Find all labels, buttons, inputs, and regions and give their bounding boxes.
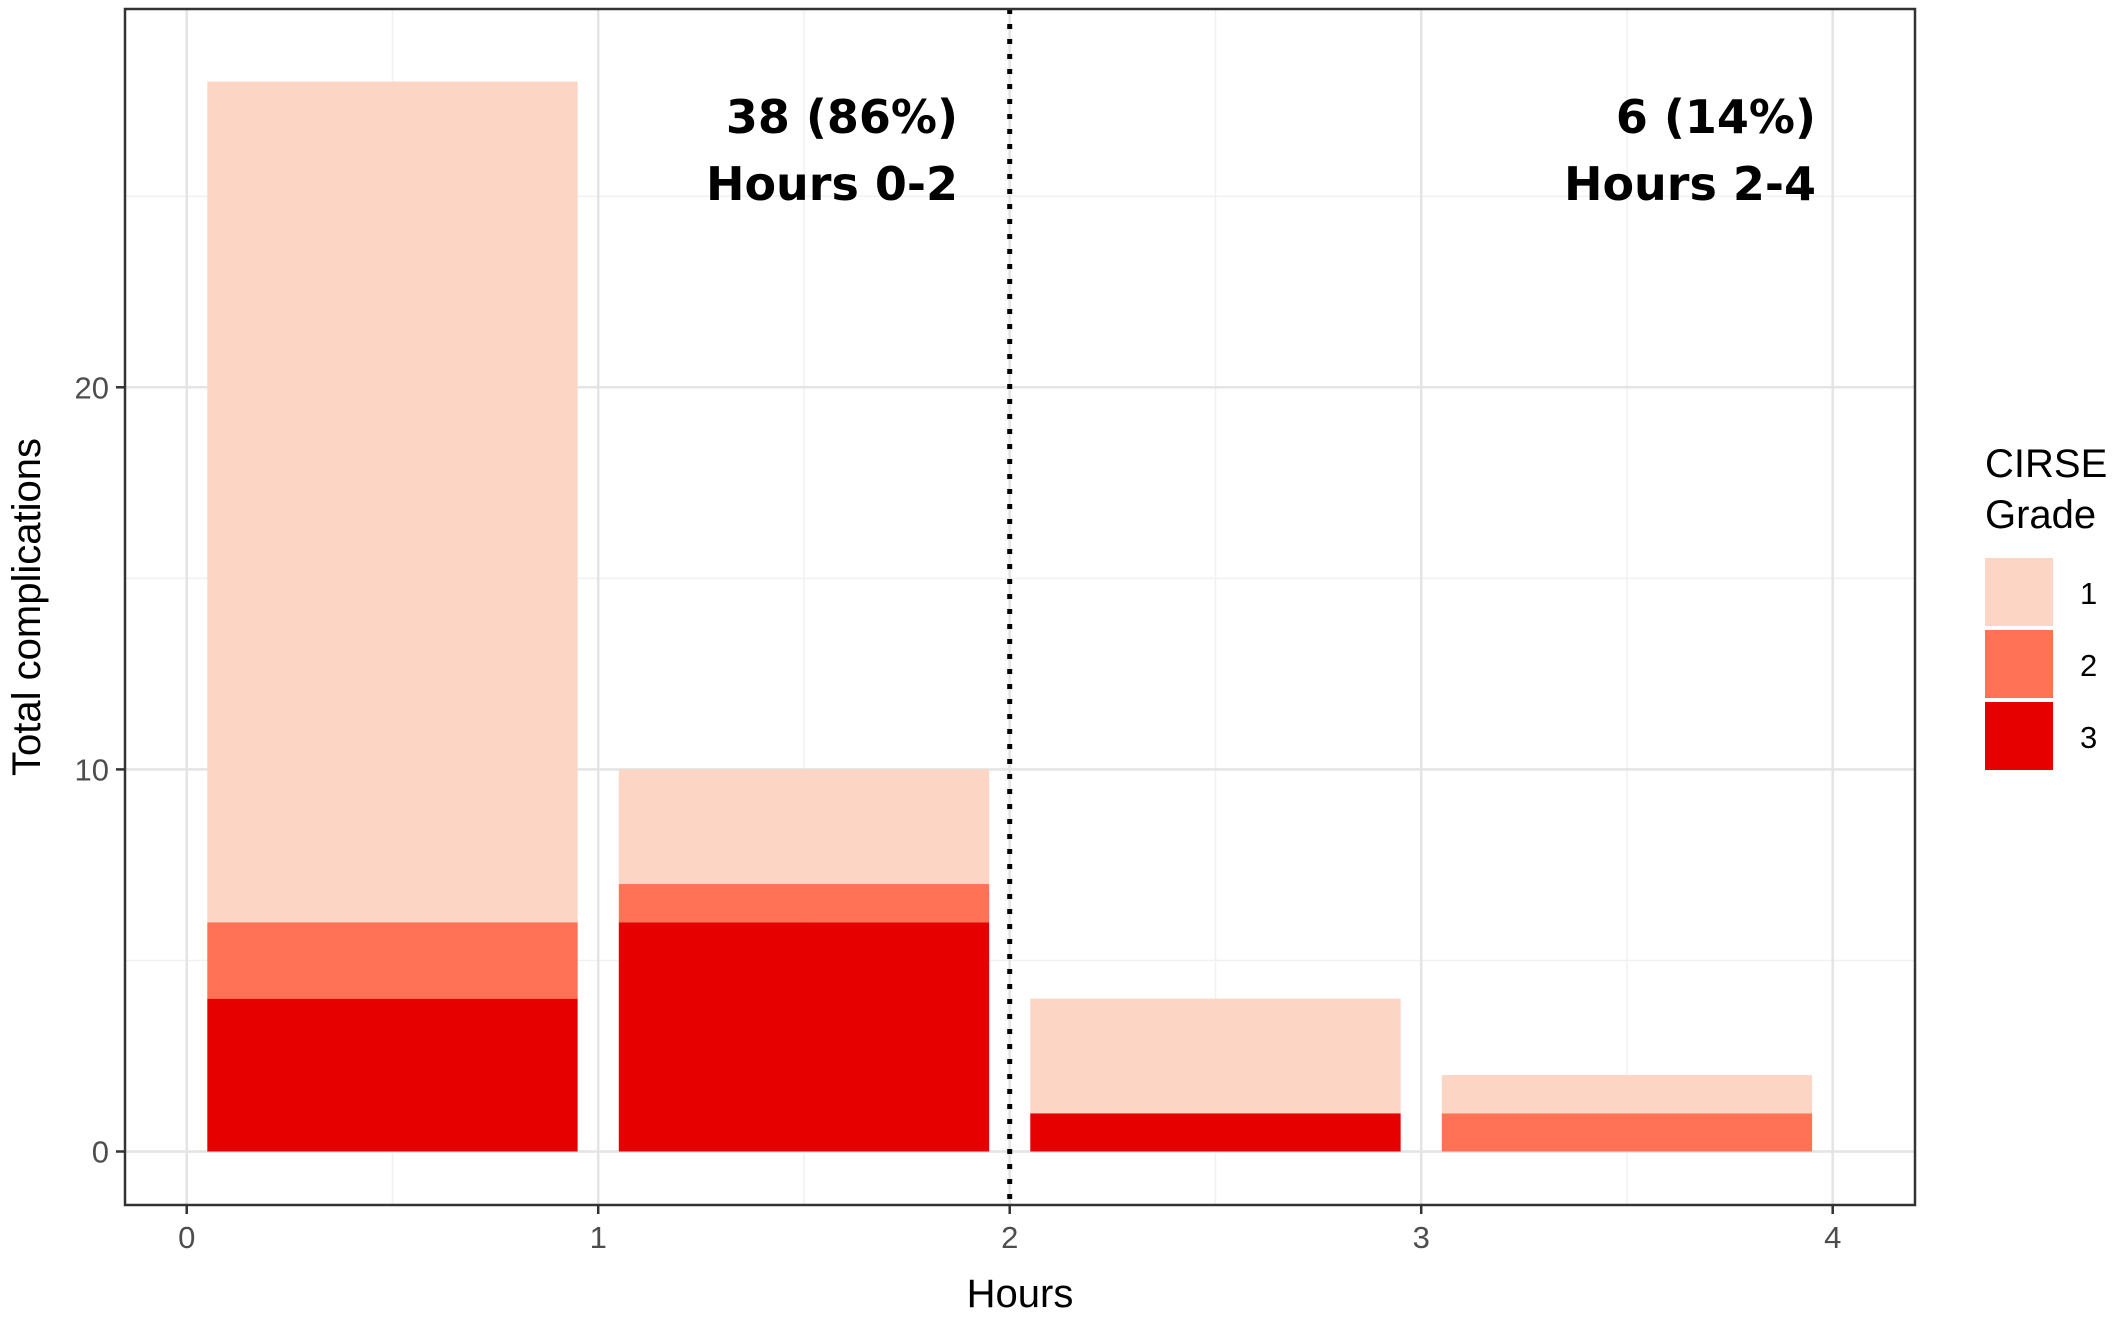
bar-segment-grade-1-bin-0 (207, 81, 578, 923)
legend-swatch-grade-1 (1985, 558, 2053, 626)
legend-label-grade-1: 1 (2080, 576, 2097, 611)
legend-swatch-grade-2 (1985, 630, 2053, 698)
x-tick-label: 4 (1824, 1220, 1841, 1255)
legend-label-grade-2: 2 (2080, 648, 2097, 683)
bar-segment-grade-3-bin-1 (618, 922, 990, 1152)
annotation-hours-2-4-count: 6 (14%) (1616, 90, 1816, 144)
y-axis-title: Total complications (5, 438, 49, 776)
x-tick-label: 3 (1413, 1220, 1430, 1255)
legend-label-grade-3: 3 (2080, 720, 2097, 755)
legend: CIRSE Grade 1 2 3 (1985, 442, 2107, 770)
y-tick-label: 0 (92, 1135, 109, 1170)
y-tick-label: 10 (75, 752, 109, 787)
bars (207, 81, 1813, 1152)
legend-title-line1: CIRSE (1985, 442, 2107, 486)
panel-border (123, 7, 1917, 1207)
legend-swatch-grade-3 (1985, 702, 2053, 770)
annotation-hours-0-2-count: 38 (86%) (726, 90, 958, 144)
annotation-hours-2-4-label: Hours 2-4 (1564, 157, 1816, 211)
x-tick-label: 0 (178, 1220, 195, 1255)
legend-title-line2: Grade (1985, 493, 2096, 537)
bar-segment-grade-2-bin-3 (1441, 1113, 1813, 1152)
axis-ticks: 0 1 2 3 4 0 10 20 (75, 370, 1842, 1255)
bar-segment-grade-3-bin-2 (1030, 1113, 1401, 1152)
bar-segment-grade-1-bin-2 (1030, 998, 1401, 1114)
x-axis-title: Hours (967, 1272, 1074, 1316)
bar-segment-grade-2-bin-0 (207, 922, 578, 999)
annotation-hours-0-2-label: Hours 0-2 (706, 157, 958, 211)
y-tick-label: 20 (75, 370, 109, 405)
bar-segment-grade-1-bin-1 (618, 769, 990, 885)
x-tick-label: 2 (1001, 1220, 1018, 1255)
x-tick-label: 1 (590, 1220, 607, 1255)
bar-segment-grade-2-bin-1 (618, 884, 990, 923)
bar-segment-grade-1-bin-3 (1441, 1075, 1813, 1114)
bar-segment-grade-3-bin-0 (207, 998, 578, 1152)
